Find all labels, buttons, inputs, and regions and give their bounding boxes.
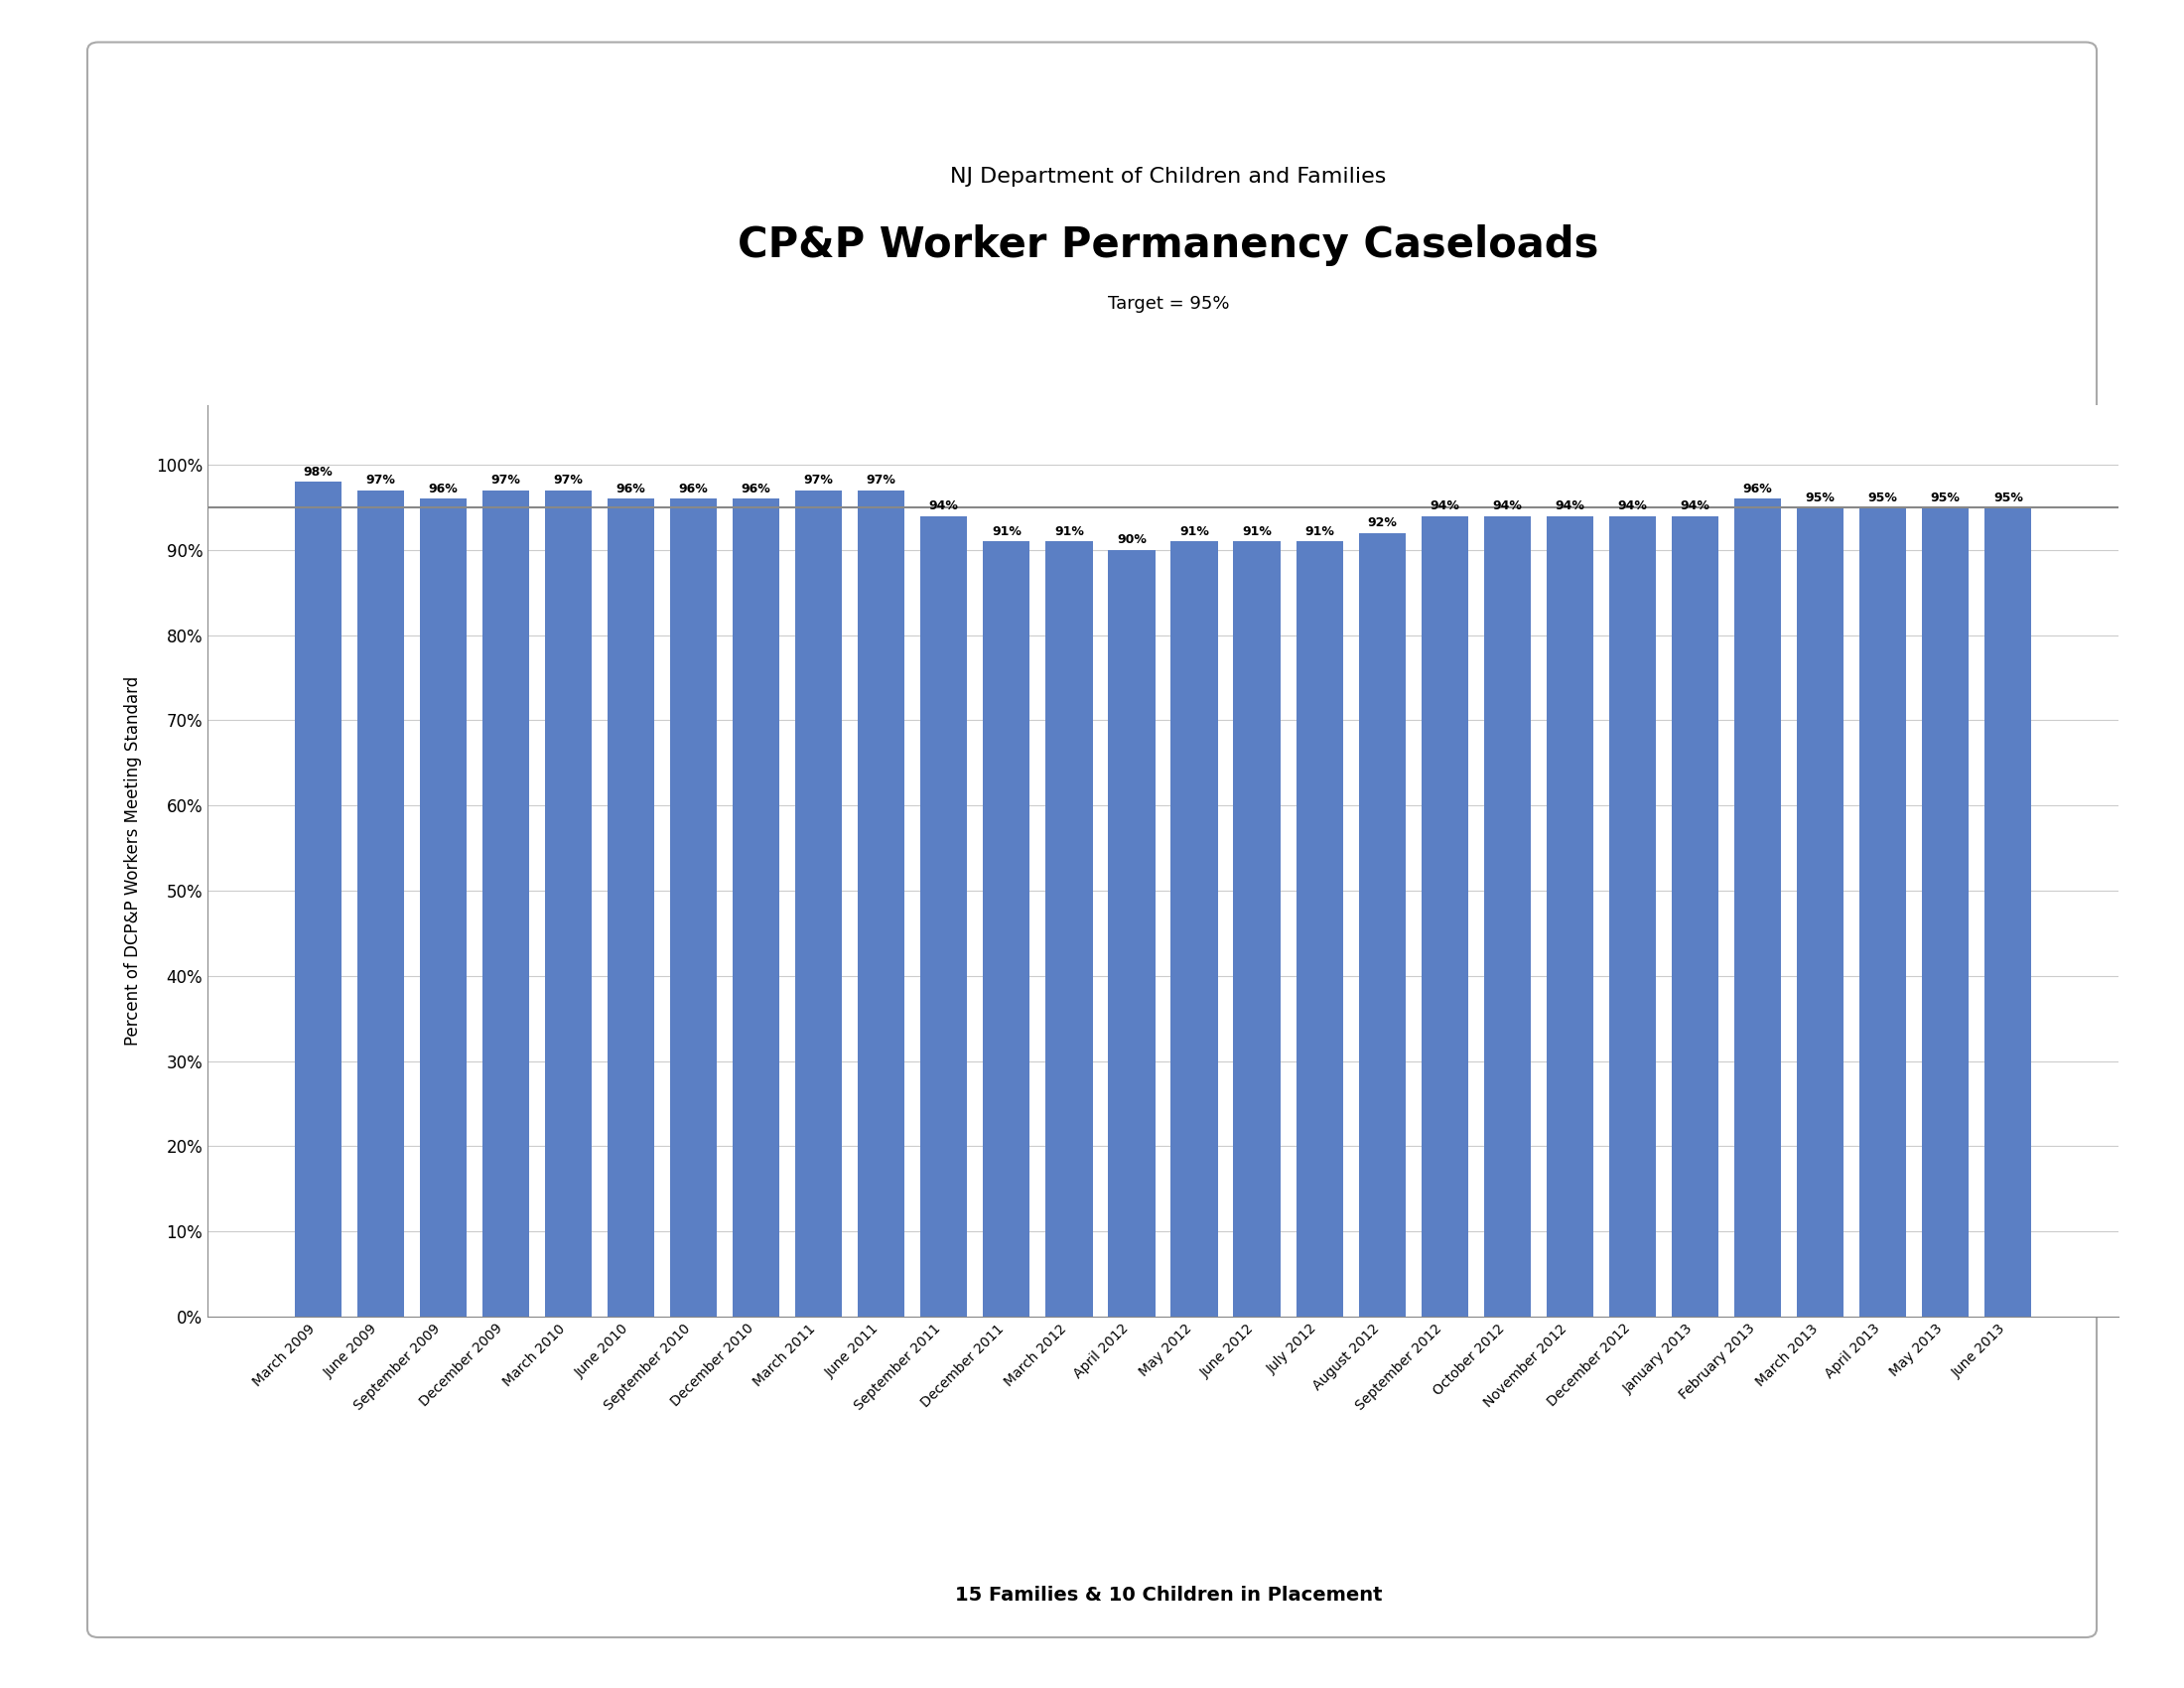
Text: CP&P Worker Permanency Caseloads: CP&P Worker Permanency Caseloads — [738, 225, 1599, 265]
Bar — [1483, 517, 1531, 1317]
Text: 95%: 95% — [1806, 491, 1835, 505]
Text: 90%: 90% — [1116, 533, 1147, 547]
Text: 97%: 97% — [553, 474, 583, 486]
Bar — [1671, 517, 1719, 1317]
Bar — [795, 490, 843, 1317]
Text: 15 Families & 10 Children in Placement: 15 Families & 10 Children in Placement — [954, 1585, 1382, 1605]
Text: 97%: 97% — [867, 474, 895, 486]
Bar — [1295, 542, 1343, 1317]
Text: 96%: 96% — [428, 483, 459, 495]
Bar — [732, 500, 780, 1317]
Text: 96%: 96% — [1743, 483, 1773, 495]
Bar — [544, 490, 592, 1317]
Bar — [858, 490, 904, 1317]
Bar — [1234, 542, 1280, 1317]
Bar — [419, 500, 467, 1317]
Bar — [356, 490, 404, 1317]
Text: 91%: 91% — [1055, 525, 1083, 538]
Text: 95%: 95% — [1994, 491, 2022, 505]
Bar — [1358, 533, 1406, 1317]
Bar — [295, 481, 341, 1317]
Bar — [670, 500, 716, 1317]
Text: 94%: 94% — [1618, 500, 1647, 513]
Text: 94%: 94% — [1492, 500, 1522, 513]
Bar — [1107, 550, 1155, 1317]
Bar — [1610, 517, 1655, 1317]
Text: Target = 95%: Target = 95% — [1107, 295, 1230, 312]
Text: NJ Department of Children and Families: NJ Department of Children and Families — [950, 167, 1387, 187]
Text: 96%: 96% — [740, 483, 771, 495]
Text: 97%: 97% — [365, 474, 395, 486]
Text: 95%: 95% — [1931, 491, 1961, 505]
Text: 91%: 91% — [1243, 525, 1271, 538]
Text: 96%: 96% — [616, 483, 646, 495]
Bar — [1734, 500, 1782, 1317]
Bar — [607, 500, 655, 1317]
Text: 96%: 96% — [679, 483, 708, 495]
Bar — [1922, 508, 1970, 1317]
Text: 94%: 94% — [1431, 500, 1459, 513]
Text: 92%: 92% — [1367, 517, 1398, 530]
Bar — [1859, 508, 1907, 1317]
Text: 94%: 94% — [1555, 500, 1586, 513]
Text: 91%: 91% — [1304, 525, 1334, 538]
Text: 97%: 97% — [491, 474, 520, 486]
Bar — [1546, 517, 1594, 1317]
Text: 94%: 94% — [1679, 500, 1710, 513]
Text: 95%: 95% — [1867, 491, 1898, 505]
Bar — [1171, 542, 1219, 1317]
Text: 97%: 97% — [804, 474, 834, 486]
Bar — [983, 542, 1031, 1317]
Bar — [1046, 542, 1092, 1317]
Text: 94%: 94% — [928, 500, 959, 513]
Bar — [1797, 508, 1843, 1317]
Text: 91%: 91% — [1179, 525, 1210, 538]
Y-axis label: Percent of DCP&P Workers Meeting Standard: Percent of DCP&P Workers Meeting Standar… — [124, 677, 142, 1045]
Bar — [1422, 517, 1468, 1317]
Text: 91%: 91% — [992, 525, 1022, 538]
Bar — [919, 517, 968, 1317]
Bar — [1985, 508, 2031, 1317]
Text: 98%: 98% — [304, 466, 332, 478]
Bar — [483, 490, 529, 1317]
